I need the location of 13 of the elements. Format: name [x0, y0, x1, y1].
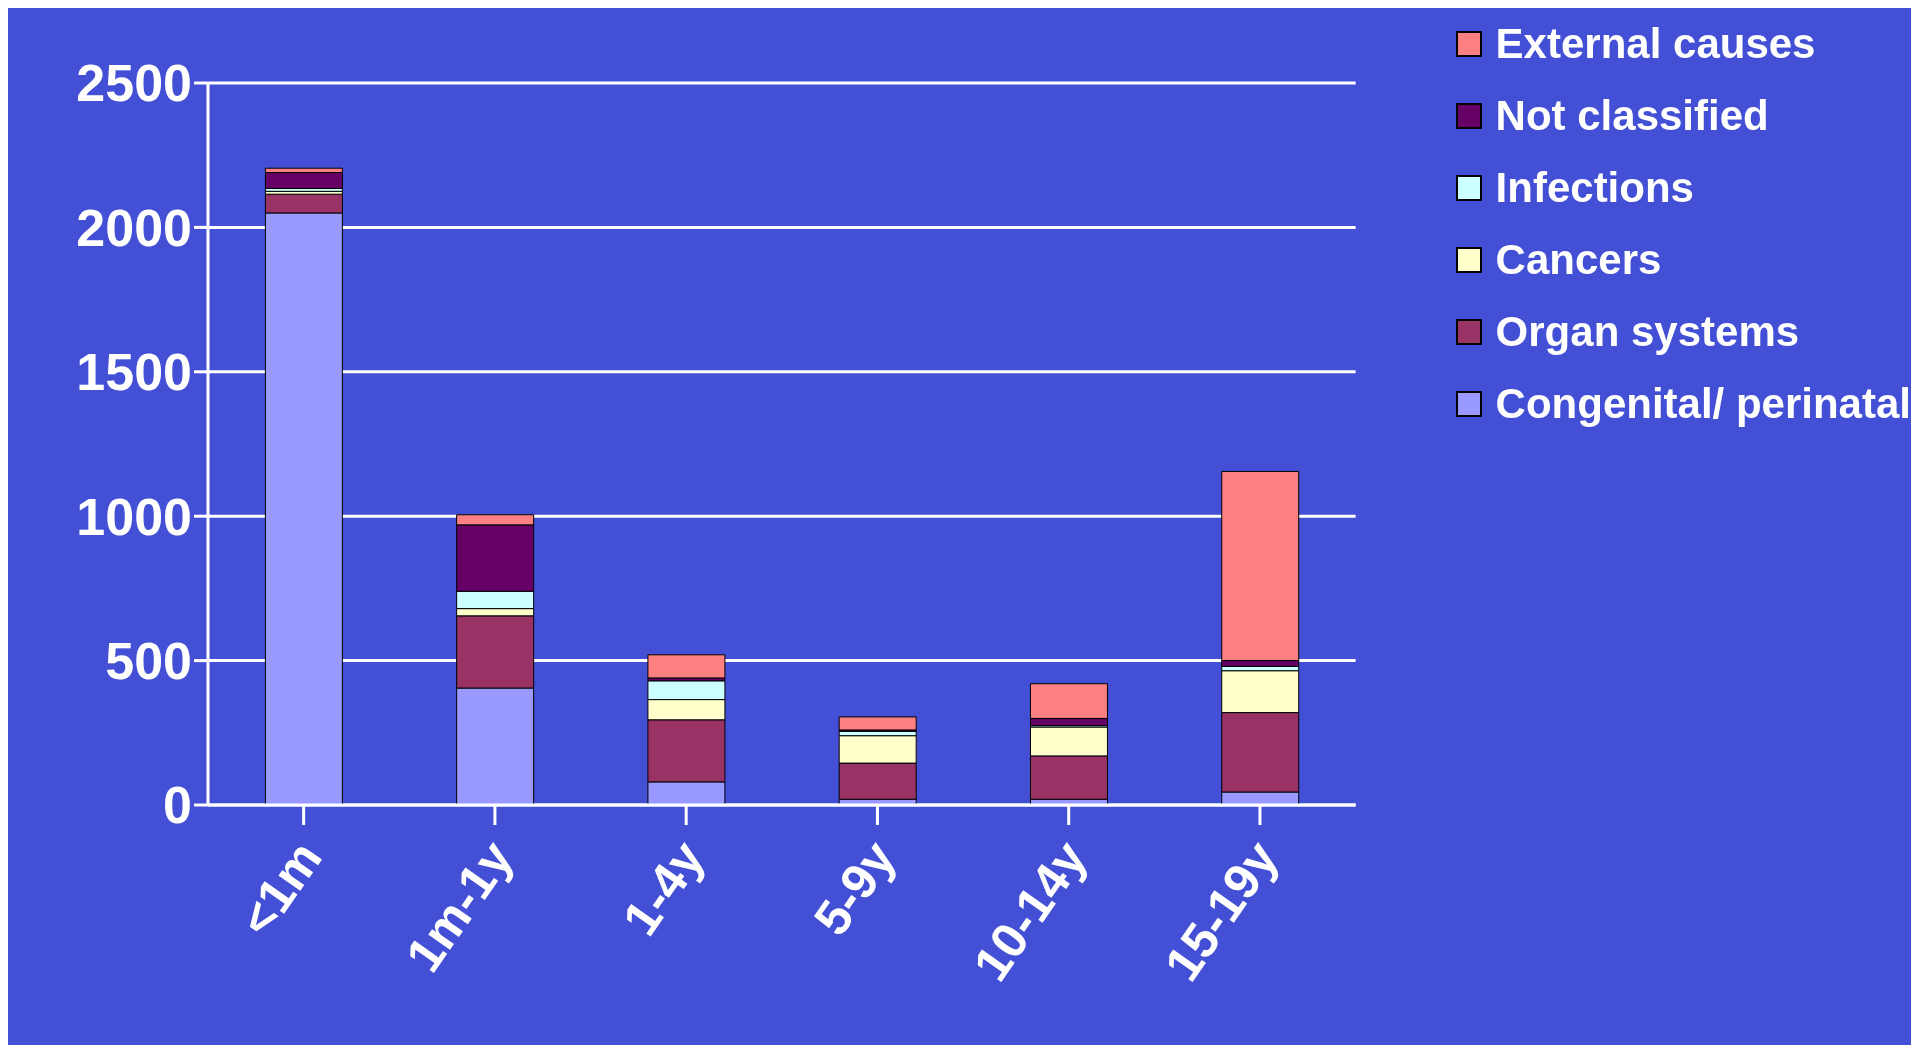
y-tick-label: 1000 — [76, 487, 192, 546]
legend-label: Infections — [1495, 164, 1694, 212]
y-tick-label: 2500 — [76, 54, 192, 113]
y-tick-label: 500 — [105, 632, 192, 691]
x-tick-label: <1m — [228, 831, 333, 947]
legend-label: External causes — [1495, 20, 1816, 68]
legend-label: Congenital/ perinatal — [1495, 380, 1911, 428]
y-tick-label: 2000 — [76, 198, 192, 257]
legend-label: Organ systems — [1495, 308, 1800, 356]
y-tick-label: 0 — [163, 776, 192, 835]
legend-label: Cancers — [1495, 236, 1662, 284]
legend-label: Not classified — [1495, 92, 1769, 140]
y-tick-label: 1500 — [76, 343, 192, 402]
